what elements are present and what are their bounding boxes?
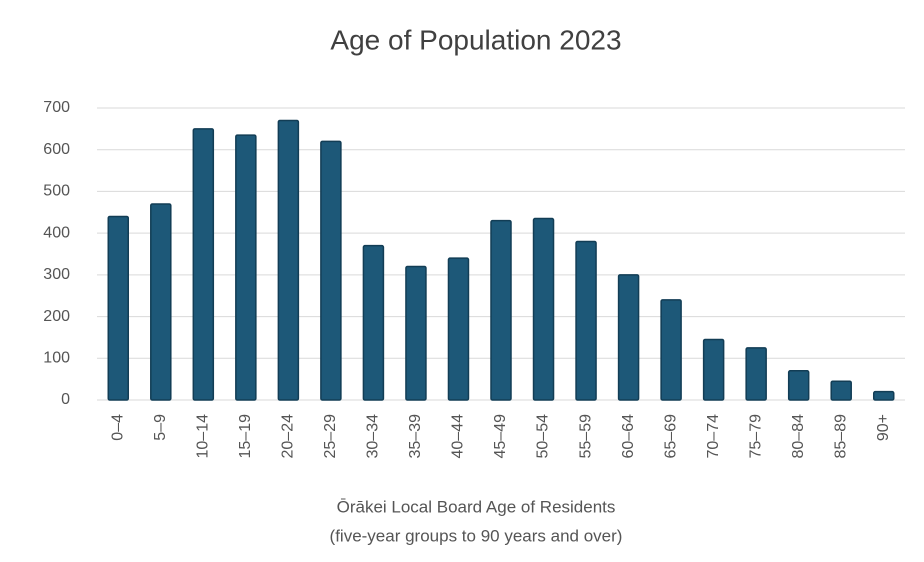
x-tick-label: 50–54 [535, 414, 552, 459]
bar [447, 257, 470, 401]
bar [745, 347, 767, 401]
x-tick-label: 30–34 [365, 414, 382, 459]
x-tick-label: 20–24 [280, 414, 297, 459]
bar [872, 390, 895, 401]
bar [702, 338, 725, 401]
x-tick-label: 15–19 [237, 414, 254, 459]
x-axis-title: Ōrākei Local Board Age of Residents [337, 497, 616, 516]
chart-title: Age of Population 2023 [330, 24, 621, 55]
bar [617, 274, 640, 401]
x-tick-label: 35–39 [407, 414, 424, 459]
bar [150, 203, 172, 401]
y-tick-label: 700 [43, 99, 70, 116]
x-tick-label: 10–14 [195, 414, 212, 459]
bar [235, 134, 257, 401]
bar [532, 217, 555, 401]
bar [490, 219, 512, 401]
y-tick-label: 0 [61, 391, 70, 408]
x-tick-label: 5–9 [152, 414, 169, 441]
x-tick-label: 25–29 [322, 414, 339, 459]
x-tick-label: 70–74 [705, 414, 722, 459]
y-tick-label: 500 [43, 183, 70, 200]
bar [575, 240, 597, 401]
x-tick-label: 75–79 [747, 414, 764, 459]
x-tick-label: 80–84 [790, 414, 807, 459]
bar [405, 265, 427, 401]
bar [107, 215, 130, 401]
bar [277, 119, 300, 401]
x-tick-label: 65–69 [662, 414, 679, 459]
y-tick-label: 400 [43, 224, 70, 241]
bar [320, 140, 342, 401]
x-axis-title: (five-year groups to 90 years and over) [330, 526, 623, 545]
x-tick-label: 60–64 [620, 414, 637, 459]
bar [660, 299, 682, 401]
y-tick-label: 200 [43, 308, 70, 325]
bar [192, 128, 215, 401]
x-tick-label: 45–49 [492, 414, 509, 459]
x-tick-label: 55–59 [577, 414, 594, 459]
bar [787, 370, 810, 401]
y-tick-label: 600 [43, 141, 70, 158]
x-tick-label: 85–89 [832, 414, 849, 459]
bar [830, 380, 852, 401]
x-tick-label: 90+ [875, 414, 892, 441]
x-tick-label: 40–44 [450, 414, 467, 459]
bar [362, 244, 385, 401]
x-tick-label: 0–4 [109, 414, 126, 441]
y-tick-label: 300 [43, 266, 70, 283]
y-tick-label: 100 [43, 350, 70, 367]
